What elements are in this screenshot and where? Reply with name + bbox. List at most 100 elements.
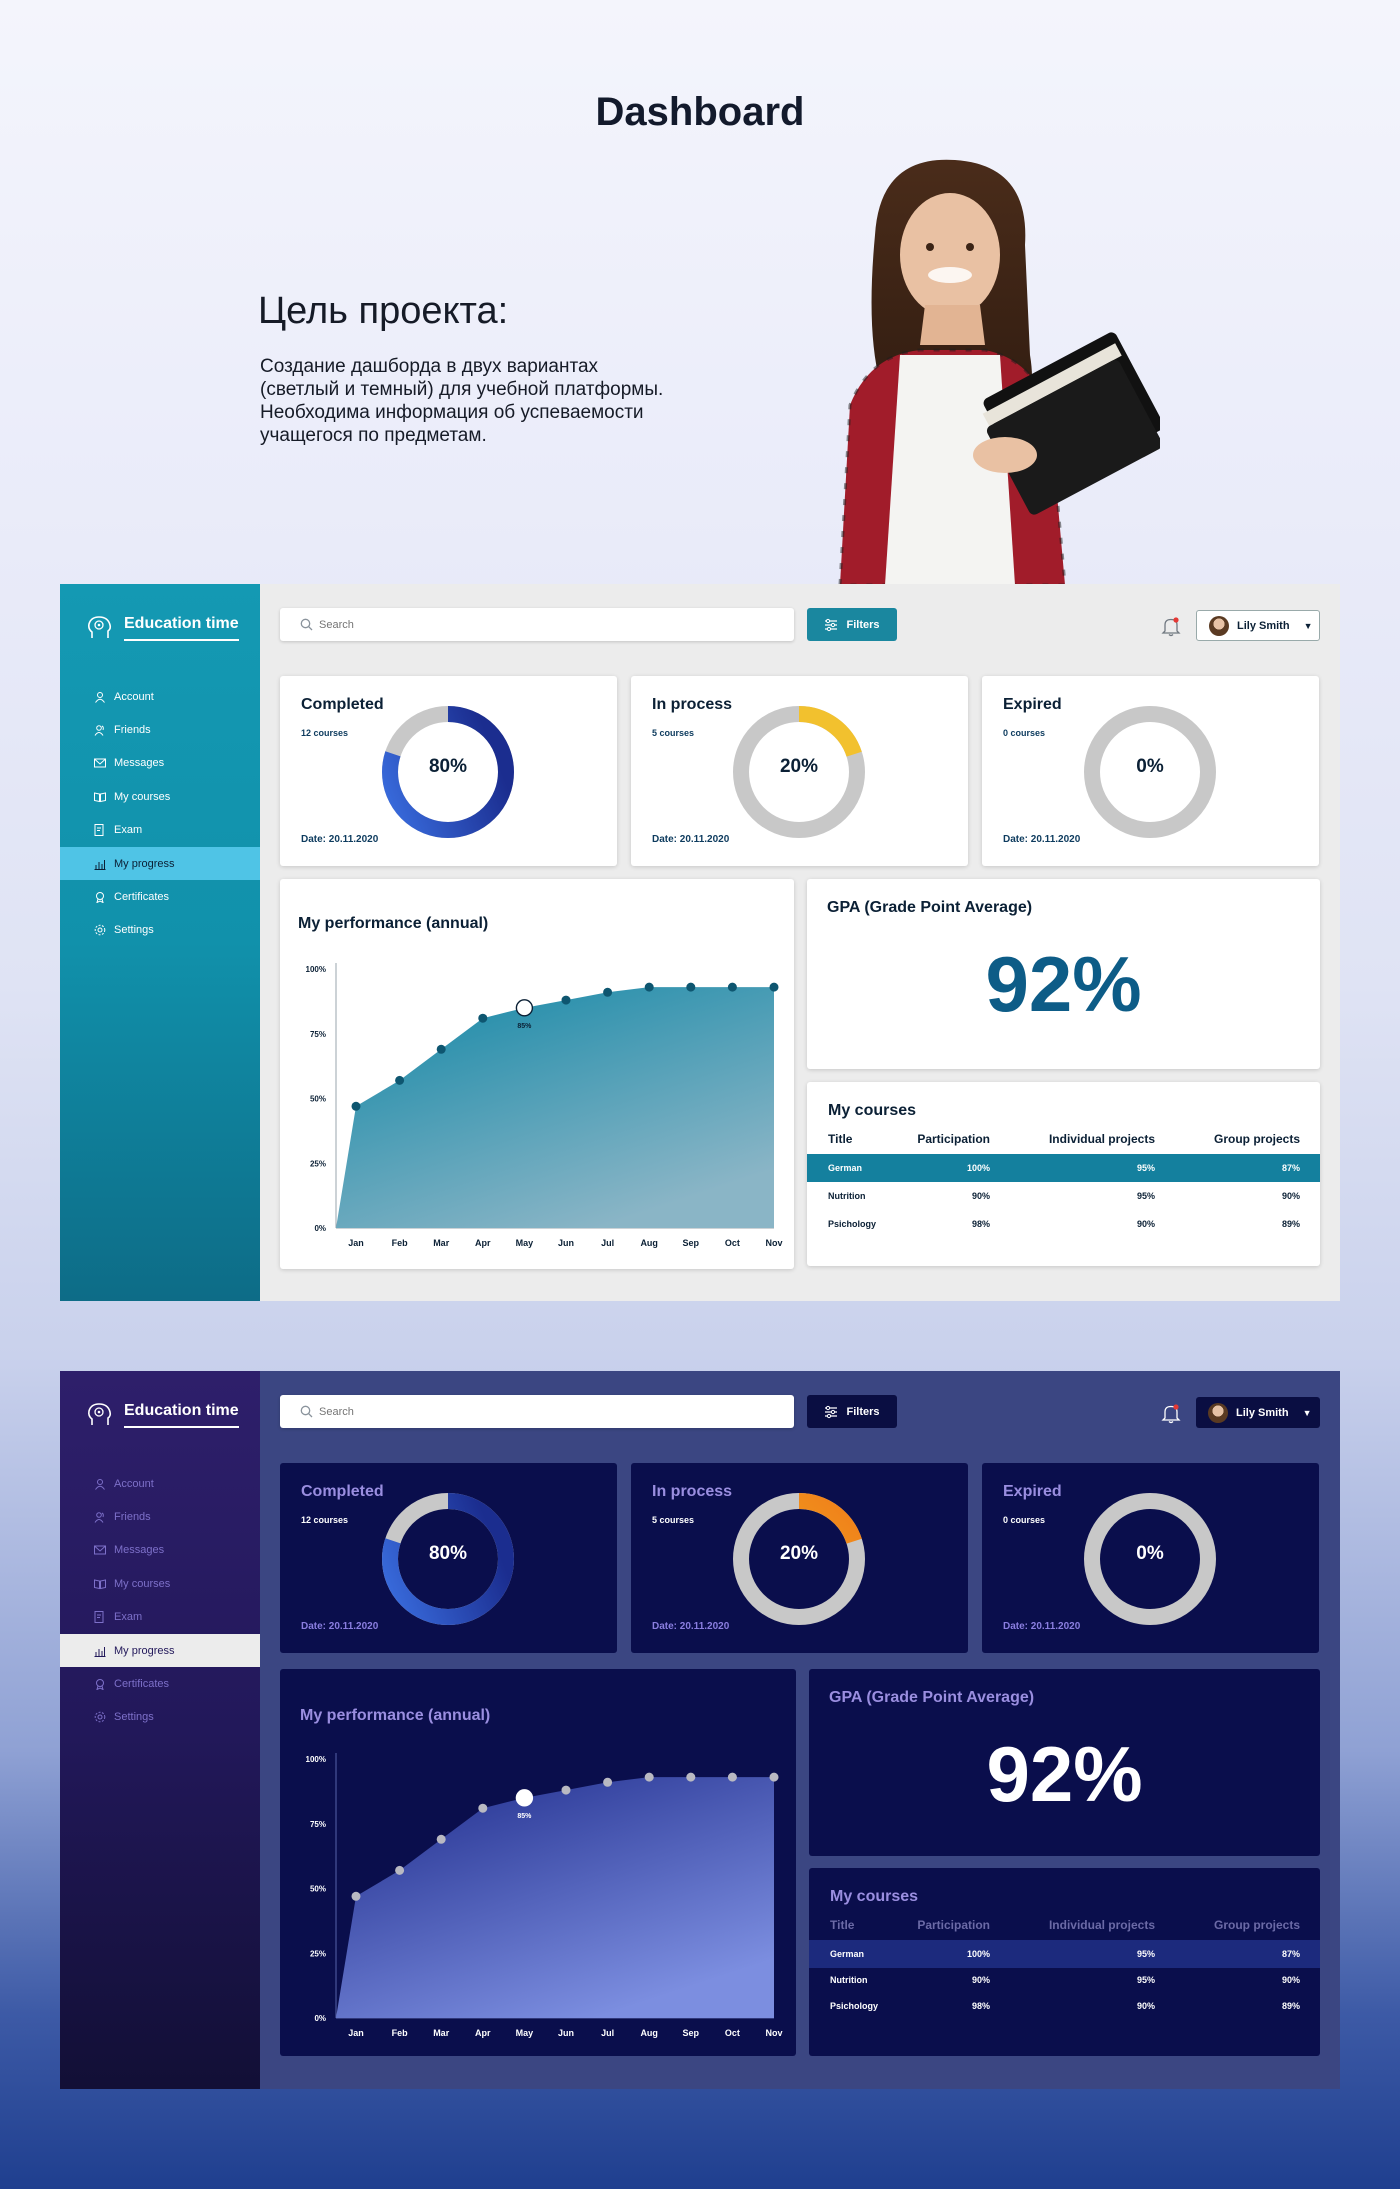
sidebar-item-settings[interactable]: Settings bbox=[60, 914, 260, 947]
search-bar[interactable] bbox=[280, 1395, 794, 1428]
donut-chart bbox=[382, 706, 514, 838]
search-icon bbox=[300, 618, 313, 631]
certificate-icon bbox=[96, 892, 104, 904]
data-point bbox=[436, 1834, 446, 1844]
stat-title: Completed bbox=[301, 1483, 384, 1500]
avatar bbox=[1208, 1402, 1228, 1423]
data-point bbox=[478, 1803, 488, 1813]
y-tick-label: 25% bbox=[310, 1159, 326, 1168]
search-input[interactable] bbox=[319, 1405, 779, 1418]
stat-title: Expired bbox=[1003, 696, 1062, 713]
table-row[interactable]: German 100% 95% 87% bbox=[809, 1940, 1320, 1968]
table-row[interactable]: Psichology 98% 90% 89% bbox=[807, 1210, 1320, 1238]
user-icon bbox=[95, 691, 105, 703]
sliders-icon bbox=[825, 1405, 838, 1418]
bell-icon[interactable] bbox=[1160, 1402, 1182, 1424]
search-bar[interactable] bbox=[280, 608, 794, 641]
donut-value: 80% bbox=[428, 1543, 468, 1564]
data-point bbox=[515, 999, 534, 1017]
column-header[interactable]: Group projects bbox=[1213, 1918, 1300, 1932]
sidebar-item-label: Friends bbox=[114, 724, 151, 737]
table-row[interactable]: Psichology 98% 90% 89% bbox=[809, 1992, 1320, 2020]
column-header[interactable]: Individual projects bbox=[1048, 1132, 1155, 1146]
sidebar-item-messages[interactable]: Messages bbox=[60, 747, 260, 780]
table-cell: Psichology bbox=[828, 1219, 877, 1229]
column-header[interactable]: Participation bbox=[917, 1132, 990, 1146]
courses-title: My courses bbox=[828, 1102, 917, 1119]
goal-title: Цель проекта: bbox=[258, 290, 509, 332]
sidebar-item-label: Certificates bbox=[114, 891, 170, 904]
table-row[interactable]: Nutrition 90% 95% 90% bbox=[807, 1182, 1320, 1210]
stat-date: Date: 20.11.2020 bbox=[301, 1621, 379, 1632]
x-tick-label: Jul bbox=[601, 2028, 614, 2038]
app-name: Education time bbox=[124, 615, 239, 641]
envelope-icon bbox=[94, 758, 106, 768]
filters-button[interactable]: Filters bbox=[807, 1395, 897, 1428]
logo[interactable]: Education time bbox=[86, 614, 239, 642]
sliders-icon bbox=[825, 618, 838, 631]
table-header: Title Participation Individual projects … bbox=[809, 1918, 1320, 1936]
table-row[interactable]: German 100% 95% 87% bbox=[807, 1154, 1320, 1182]
filters-label: Filters bbox=[846, 618, 880, 631]
sidebar-item-exam[interactable]: Exam bbox=[60, 1601, 260, 1634]
sidebar-item-my-progress[interactable]: My progress bbox=[60, 846, 260, 881]
x-tick-label: Sep bbox=[683, 2028, 700, 2038]
table-cell: 87% bbox=[1281, 1163, 1300, 1173]
sidebar-item-account[interactable]: Account bbox=[60, 1467, 260, 1500]
user-name: Lily Smith bbox=[1236, 1406, 1289, 1419]
performance-chart: 0% 25% 50% 75% 100% Jan Feb Mar Apr May 85% Jun Jul A… bbox=[306, 963, 783, 1248]
sidebar-item-account[interactable]: Account bbox=[60, 680, 260, 713]
column-header[interactable]: Participation bbox=[917, 1918, 990, 1932]
data-point bbox=[561, 1785, 571, 1795]
performance-chart: 0% 25% 50% 75% 100% Jan Feb Mar Apr May 85% Jun Jul A… bbox=[306, 1753, 783, 2038]
sidebar-item-certificates[interactable]: Certificates bbox=[60, 880, 260, 913]
goal-line: учащегося по предметам. bbox=[260, 425, 487, 446]
stat-card-in-process: In process 5 courses 20% Date: 20.11.202… bbox=[631, 676, 968, 866]
performance-card: My performance (annual) 0% 25% 50% 75% 100% J… bbox=[280, 879, 794, 1269]
donut-segment bbox=[733, 706, 865, 838]
table-cell: 90% bbox=[1136, 1219, 1155, 1229]
table-row[interactable]: Nutrition 90% 95% 90% bbox=[809, 1966, 1320, 1994]
sidebar-item-friends[interactable]: Friends bbox=[60, 713, 260, 746]
search-icon bbox=[300, 1405, 313, 1418]
sidebar: Education time Account Friends Messages … bbox=[60, 1371, 260, 2089]
table-header: Title Participation Individual projects … bbox=[807, 1132, 1320, 1150]
sidebar-item-label: Account bbox=[114, 1477, 154, 1490]
column-header[interactable]: Individual projects bbox=[1048, 1918, 1155, 1932]
sidebar-item-my-courses[interactable]: My courses bbox=[60, 1567, 260, 1600]
sidebar-item-certificates[interactable]: Certificates bbox=[60, 1667, 260, 1700]
exam-icon bbox=[94, 824, 104, 837]
column-header[interactable]: Title bbox=[828, 1132, 853, 1146]
column-header[interactable]: Title bbox=[830, 1918, 855, 1932]
gpa-value: 92% bbox=[986, 1730, 1143, 1818]
donut-value: 20% bbox=[779, 756, 819, 777]
performance-title: My performance (annual) bbox=[300, 1707, 491, 1724]
logo[interactable]: Education time bbox=[86, 1401, 239, 1429]
bell-icon[interactable] bbox=[1160, 615, 1182, 637]
y-tick-label: 0% bbox=[314, 2014, 326, 2023]
app-name: Education time bbox=[124, 1402, 239, 1428]
column-header[interactable]: Group projects bbox=[1213, 1132, 1300, 1146]
table-cell: 89% bbox=[1281, 2001, 1300, 2011]
sidebar-item-my-courses[interactable]: My courses bbox=[60, 780, 260, 813]
student-photo bbox=[838, 159, 1160, 585]
sidebar-item-settings[interactable]: Settings bbox=[60, 1701, 260, 1734]
stat-count: 12 courses bbox=[301, 728, 349, 738]
user-menu[interactable]: Lily Smith ▼ bbox=[1196, 1397, 1320, 1428]
sidebar-item-exam[interactable]: Exam bbox=[60, 814, 260, 847]
sidebar-item-friends[interactable]: Friends bbox=[60, 1500, 260, 1533]
x-tick-label: Jun bbox=[558, 1238, 574, 1248]
data-point bbox=[436, 1044, 446, 1054]
table-cell: 100% bbox=[966, 1163, 990, 1173]
table-cell: 89% bbox=[1281, 1219, 1300, 1229]
user-menu[interactable]: Lily Smith ▼ bbox=[1196, 610, 1320, 641]
stat-count: 5 courses bbox=[652, 728, 695, 738]
search-input[interactable] bbox=[319, 618, 779, 631]
sidebar-item-messages[interactable]: Messages bbox=[60, 1534, 260, 1567]
sidebar-item-label: Account bbox=[114, 690, 154, 703]
sidebar-item-my-progress[interactable]: My progress bbox=[60, 1633, 260, 1668]
data-point bbox=[686, 982, 696, 992]
data-point bbox=[727, 1772, 737, 1782]
data-point bbox=[644, 1772, 654, 1782]
filters-button[interactable]: Filters bbox=[807, 608, 897, 641]
